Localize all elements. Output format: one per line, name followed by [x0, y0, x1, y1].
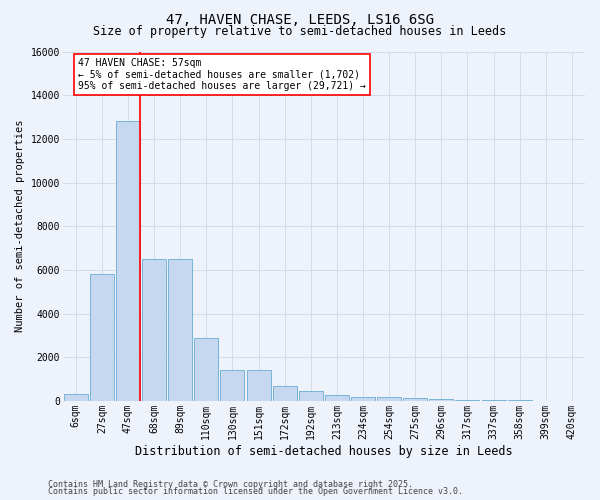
Bar [299, 391, 323, 401]
Bar [377, 398, 401, 401]
Y-axis label: Number of semi-detached properties: Number of semi-detached properties [15, 120, 25, 332]
Bar [64, 394, 88, 401]
Bar [430, 399, 454, 401]
Text: 47 HAVEN CHASE: 57sqm
← 5% of semi-detached houses are smaller (1,702)
95% of se: 47 HAVEN CHASE: 57sqm ← 5% of semi-detac… [79, 58, 366, 92]
Bar [482, 400, 506, 401]
Bar [116, 122, 140, 401]
Bar [142, 259, 166, 401]
Bar [247, 370, 271, 401]
Bar [168, 259, 192, 401]
Bar [272, 386, 296, 401]
Bar [351, 396, 375, 401]
Bar [194, 338, 218, 401]
Text: Contains public sector information licensed under the Open Government Licence v3: Contains public sector information licen… [48, 487, 463, 496]
Text: 47, HAVEN CHASE, LEEDS, LS16 6SG: 47, HAVEN CHASE, LEEDS, LS16 6SG [166, 12, 434, 26]
Bar [220, 370, 244, 401]
Text: Size of property relative to semi-detached houses in Leeds: Size of property relative to semi-detach… [94, 25, 506, 38]
Text: Contains HM Land Registry data © Crown copyright and database right 2025.: Contains HM Land Registry data © Crown c… [48, 480, 413, 489]
Bar [455, 400, 479, 401]
X-axis label: Distribution of semi-detached houses by size in Leeds: Distribution of semi-detached houses by … [135, 444, 512, 458]
Bar [403, 398, 427, 401]
Bar [90, 274, 114, 401]
Bar [325, 395, 349, 401]
